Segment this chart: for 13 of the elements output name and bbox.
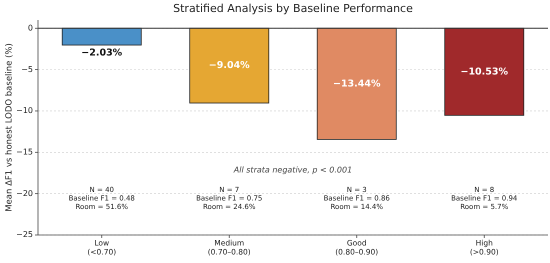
y-tick-label: −20 (16, 188, 33, 198)
data-label: −10.53% (460, 66, 508, 78)
y-tick-label: −15 (16, 147, 33, 156)
y-tick-label: −25 (16, 230, 33, 240)
chart-title: Stratified Analysis by Baseline Performance (173, 2, 414, 15)
y-tick-label: 0 (28, 23, 33, 32)
y-tick-label: −5 (21, 64, 33, 74)
annotation: All strata negative, p < 0.001 (232, 166, 352, 175)
y-tick-label: −10 (16, 106, 33, 116)
data-label: −2.03% (81, 48, 123, 59)
data-label: −13.44% (332, 78, 381, 90)
y-axis-title: Mean ΔF1 vs honest LODO baseline (%) (4, 43, 14, 212)
data-label: −9.04% (208, 60, 250, 72)
